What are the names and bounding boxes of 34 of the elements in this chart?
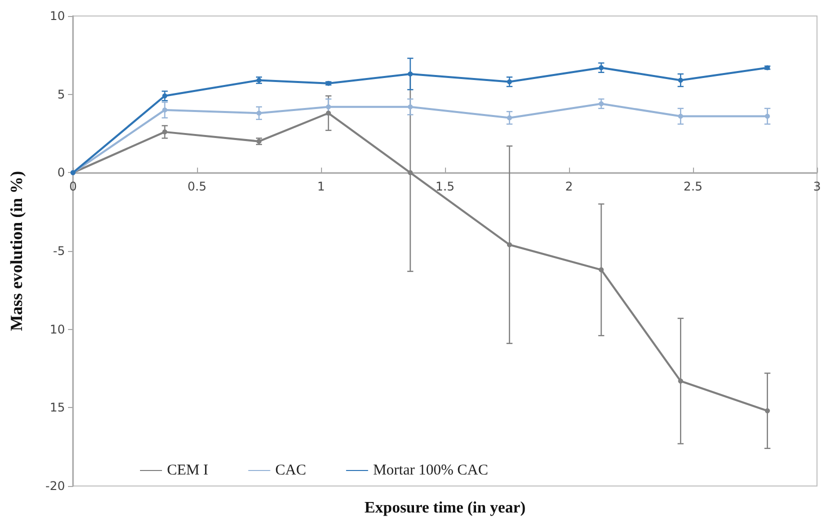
y-tick-label: -20 [45,479,65,493]
x-tick-label: 1 [317,180,325,194]
point [162,129,168,134]
point [162,93,168,98]
legend-label: CAC [275,462,306,478]
point [256,110,262,116]
point [598,267,604,272]
y-tick-label: 5 [57,87,65,102]
x-tick-label: 0 [69,180,77,194]
x-axis-title: Exposure time (in year) [364,500,526,516]
point [678,78,684,83]
y-tick-label: 10 [50,322,65,336]
point [326,104,331,110]
legend-label: Mortar 100% CAC [373,462,488,478]
point [408,104,413,110]
point [678,378,684,384]
x-tick-label: 2 [565,180,573,194]
x-tick-label: 1.5 [435,180,455,194]
y-tick-label: 15 [50,400,65,415]
y-tick-label: 10 [50,9,65,23]
y-axis-title: Mass evolution (in %) [7,170,26,332]
legend-label: CEM I [167,462,208,478]
point [408,170,413,176]
y-tick-label: -5 [53,244,65,258]
point [764,408,770,414]
x-tick-label: 0.5 [187,180,207,194]
point [506,115,512,120]
x-tick-label: 3 [813,180,821,194]
x-tick-label: 2.5 [683,180,703,194]
point [678,114,684,119]
y-tick-label: 0 [57,166,65,180]
point [162,108,168,112]
point [506,242,512,248]
point [764,114,770,119]
